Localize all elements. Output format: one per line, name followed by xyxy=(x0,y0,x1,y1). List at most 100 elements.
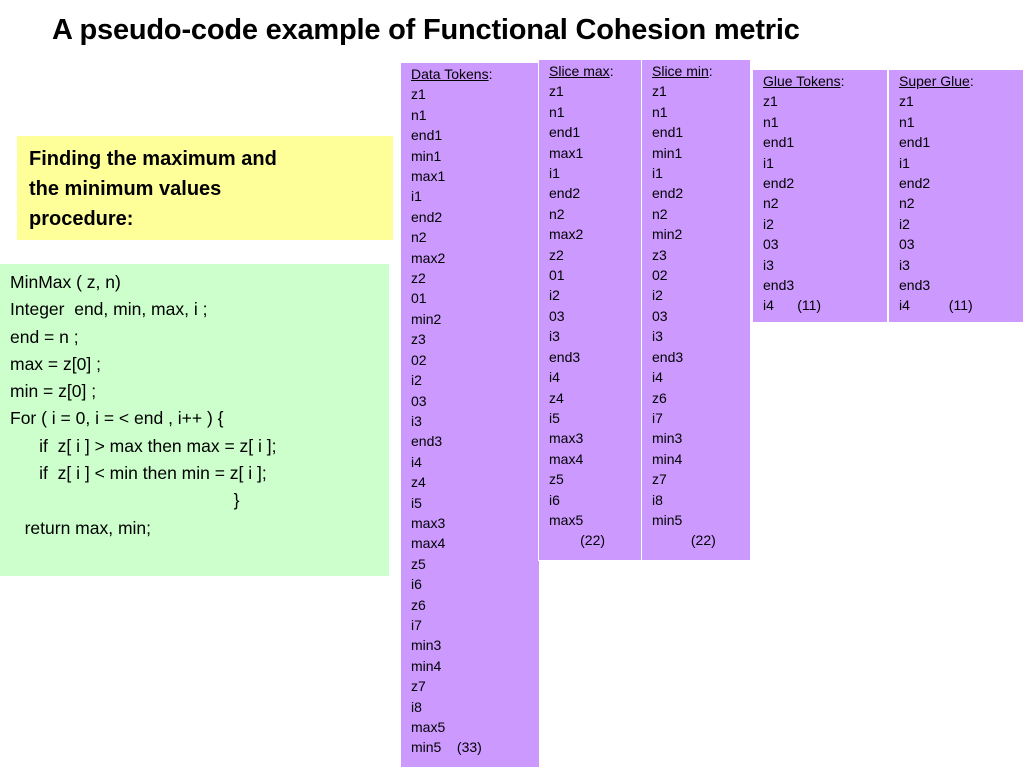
token-item-with-count: i4 (11) xyxy=(763,297,822,314)
token-item: max3 xyxy=(549,430,584,447)
token-item: n1 xyxy=(549,103,565,120)
token-item: i2 xyxy=(411,372,422,389)
token-item: min3 xyxy=(411,637,442,654)
token-item: i1 xyxy=(411,188,422,205)
column-header: Slice min: xyxy=(652,63,713,79)
procedure-description: Finding the maximum and the minimum valu… xyxy=(17,136,393,240)
token-count: (22) xyxy=(549,532,606,549)
glue-tokens-column: Glue Tokens: z1 n1 end1 i1 end2 n2 i2 03 i3 end3 i… xyxy=(752,69,888,323)
token-item: i6 xyxy=(549,491,560,508)
column-header: Super Glue: xyxy=(899,73,974,89)
column-header: Glue Tokens: xyxy=(763,73,845,89)
slide-title: A pseudo-code example of Functional Cohe… xyxy=(52,14,800,46)
token-item: z5 xyxy=(549,471,564,488)
token-item: i3 xyxy=(411,412,422,429)
token-item: end2 xyxy=(549,185,581,202)
token-item: i5 xyxy=(411,494,422,511)
token-item: min4 xyxy=(652,450,683,467)
token-item: z7 xyxy=(411,678,426,695)
token-item: max5 xyxy=(411,719,446,735)
token-item: n2 xyxy=(652,205,668,222)
token-item: end1 xyxy=(763,134,795,151)
token-item: i1 xyxy=(652,165,663,182)
token-item: max5 xyxy=(549,511,584,528)
token-item-with-count: i4 (11) xyxy=(899,297,973,314)
token-item: z1 xyxy=(411,86,426,103)
token-item: max1 xyxy=(411,168,446,185)
token-item: end1 xyxy=(652,124,684,141)
token-item: 03 xyxy=(899,236,915,253)
token-item: end2 xyxy=(652,185,684,202)
column-header: Data Tokens: xyxy=(411,66,493,82)
token-item: 02 xyxy=(411,351,427,368)
token-item: end3 xyxy=(549,348,581,365)
token-item: 03 xyxy=(549,307,565,324)
token-item: max2 xyxy=(411,249,446,266)
token-item: z5 xyxy=(411,555,426,572)
code-line: } xyxy=(10,490,240,511)
token-item: max3 xyxy=(411,514,446,531)
token-item: end1 xyxy=(411,127,443,144)
token-item: i8 xyxy=(411,698,422,715)
token-item: n2 xyxy=(411,229,427,246)
token-item: z1 xyxy=(899,93,914,110)
token-item: z4 xyxy=(549,389,564,406)
code-line: For ( i = 0, i = < end , i++ ) { xyxy=(10,408,224,429)
token-item: i3 xyxy=(549,328,560,345)
token-item: i1 xyxy=(549,165,560,182)
pseudo-code-block: MinMax ( z, n) Integer end, min, max, i ;… xyxy=(0,264,389,576)
token-item: min5 xyxy=(652,511,683,528)
description-line: procedure: xyxy=(29,208,134,230)
token-item: i7 xyxy=(411,616,422,633)
token-item-with-count: min5 (33) xyxy=(411,739,482,756)
code-line: if z[ i ] > max then max = z[ i ]; xyxy=(10,435,277,456)
description-line: the minimum values xyxy=(29,178,222,200)
token-item: n2 xyxy=(899,195,915,212)
token-item: z6 xyxy=(652,389,667,406)
token-item: i3 xyxy=(899,256,910,273)
description-line: Finding the maximum and xyxy=(29,148,277,170)
token-item: i5 xyxy=(549,409,560,426)
token-item: 03 xyxy=(763,236,779,253)
super-glue-column: Super Glue: z1 n1 end1 i1 end2 n2 i2 03 i3 end3 i4… xyxy=(888,69,1024,323)
token-item: 01 xyxy=(549,267,565,284)
token-item: i3 xyxy=(763,256,774,273)
token-item: max4 xyxy=(411,535,446,552)
code-line: max = z[0] ; xyxy=(10,353,101,374)
token-item: min4 xyxy=(411,657,442,674)
slice-max-column: Slice max: z1 n1 end1 max1 i1 end2 n2 max2 z2 01 i… xyxy=(538,59,644,561)
token-item: z3 xyxy=(652,246,667,263)
token-item: end2 xyxy=(411,208,443,225)
token-item: n2 xyxy=(763,195,779,212)
token-item: n1 xyxy=(411,106,427,123)
token-item: i3 xyxy=(652,328,663,345)
code-line: MinMax ( z, n) xyxy=(10,272,121,292)
slice-min-column: Slice min: z1 n1 end1 min1 i1 end2 n2 min2 z3 02 i… xyxy=(641,59,751,561)
code-line: if z[ i ] < min then min = z[ i ]; xyxy=(10,463,267,484)
token-item: 03 xyxy=(652,307,668,324)
token-item: i1 xyxy=(763,154,774,171)
column-header: Slice max: xyxy=(549,63,614,79)
token-item: end3 xyxy=(411,433,443,450)
token-item: i8 xyxy=(652,491,663,508)
token-item: i2 xyxy=(763,215,774,232)
token-item: i1 xyxy=(899,154,910,171)
token-item: n1 xyxy=(652,103,668,120)
token-item: z1 xyxy=(763,93,778,110)
token-item: max2 xyxy=(549,226,584,243)
code-line: return max, min; xyxy=(10,517,152,538)
token-item: z4 xyxy=(411,474,426,491)
token-item: z7 xyxy=(652,471,667,488)
token-item: i2 xyxy=(549,287,560,304)
token-item: i7 xyxy=(652,409,663,426)
token-item: z1 xyxy=(652,83,667,100)
token-item: max4 xyxy=(549,450,584,467)
token-item: min1 xyxy=(411,147,442,164)
data-tokens-column: Data Tokens: z1 n1 end1 min1 max1 i1 end2 n2 max… xyxy=(400,62,540,768)
token-item: z2 xyxy=(549,246,564,263)
token-item: i2 xyxy=(652,287,663,304)
token-item: end2 xyxy=(899,175,931,192)
code-line: Integer end, min, max, i ; xyxy=(10,299,208,320)
token-item: end1 xyxy=(899,134,931,151)
token-item: n1 xyxy=(763,113,779,130)
